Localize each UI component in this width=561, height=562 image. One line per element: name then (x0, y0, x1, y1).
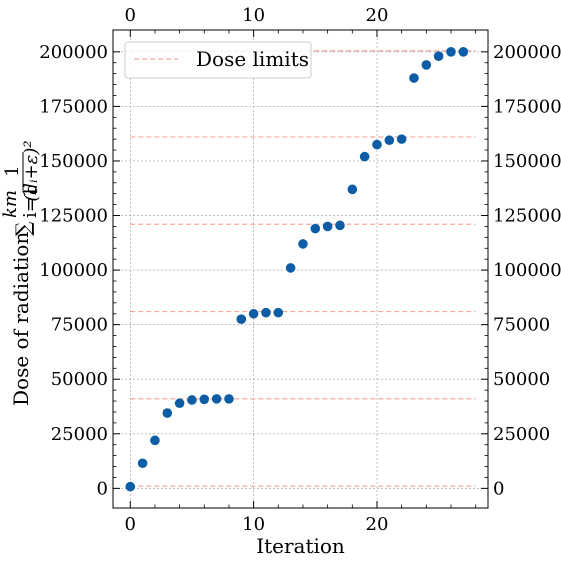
data-point (162, 408, 173, 418)
data-point (248, 308, 259, 319)
data-point (396, 134, 407, 144)
y-tick-label-left: 100000 (39, 260, 108, 281)
data-point (199, 394, 210, 405)
x-tick-label-bottom: 10 (242, 514, 265, 535)
dose-limit-lines (130, 50, 476, 487)
data-point (433, 51, 444, 61)
data-point (359, 151, 370, 162)
y-tick-label-right: 50000 (493, 369, 550, 390)
y-tick-label-right: 125000 (493, 206, 561, 227)
data-point (298, 239, 308, 249)
data-point (458, 47, 469, 57)
data-point (125, 481, 136, 492)
data-points (125, 47, 469, 492)
data-point (384, 135, 395, 146)
y-axis-title-numerator: 1 (2, 165, 23, 176)
y-tick-label-left: 25000 (51, 424, 108, 445)
data-point (261, 307, 271, 318)
x-tick-label-top: 20 (366, 5, 389, 26)
data-point (224, 394, 234, 404)
y-tick-label-right: 100000 (493, 260, 561, 281)
y-tick-label-right: 150000 (493, 151, 561, 172)
data-point (137, 458, 148, 469)
data-point (322, 221, 333, 232)
data-point (150, 435, 160, 446)
data-point (335, 220, 345, 231)
y-tick-label-right: 200000 (493, 42, 561, 63)
legend-box (124, 41, 312, 79)
y-tick-label-left: 0 (97, 478, 108, 499)
plot-frame (112, 29, 489, 509)
y-axis-title-denominator: (dᵢ+ε)² (21, 140, 42, 201)
x-tick-label-top: 10 (242, 5, 265, 26)
data-point (187, 395, 197, 405)
data-point (310, 223, 321, 234)
y-tick-label-left: 200000 (39, 42, 108, 63)
x-tick-label-bottom: 20 (366, 514, 389, 535)
data-point (211, 394, 222, 404)
y-tick-label-left: 175000 (39, 96, 108, 117)
x-tick-label-top: 0 (125, 5, 136, 26)
y-tick-label-left: 150000 (39, 151, 108, 172)
y-tick-label-left: 75000 (51, 315, 108, 336)
y-tick-label-right: 175000 (493, 96, 561, 117)
data-point (174, 398, 185, 409)
legend-label-dose-limits: Dose limits (196, 47, 309, 71)
y-tick-label-right: 75000 (493, 315, 550, 336)
y-tick-label-left: 125000 (39, 206, 108, 227)
data-point (446, 47, 456, 57)
data-point (421, 60, 432, 70)
y-axis-title: Dose of radiation ∑ km i=1 1 (dᵢ+ε)² (0, 140, 42, 406)
data-point (372, 139, 382, 150)
grid-lines (113, 30, 488, 508)
x-tick-label-bottom: 0 (125, 514, 136, 535)
y-axis-title-sum: ∑ (11, 221, 35, 236)
y-tick-label-left: 50000 (51, 369, 108, 390)
y-axis-title-prefix: Dose of radiation (9, 232, 33, 406)
y-tick-label-right: 0 (493, 478, 504, 499)
x-axis-title: Iteration (256, 534, 345, 558)
data-point (236, 314, 247, 325)
y-tick-label-right: 25000 (493, 424, 550, 445)
data-point (409, 73, 419, 83)
data-point (347, 184, 358, 195)
data-point (285, 263, 296, 273)
y-axis-title-sum-upper: km (0, 190, 21, 218)
axis-ticks (113, 30, 488, 508)
legend: Dose limits (124, 41, 312, 79)
y-axis-title-sum-lower: i=1 (20, 186, 41, 218)
data-point (273, 307, 284, 318)
